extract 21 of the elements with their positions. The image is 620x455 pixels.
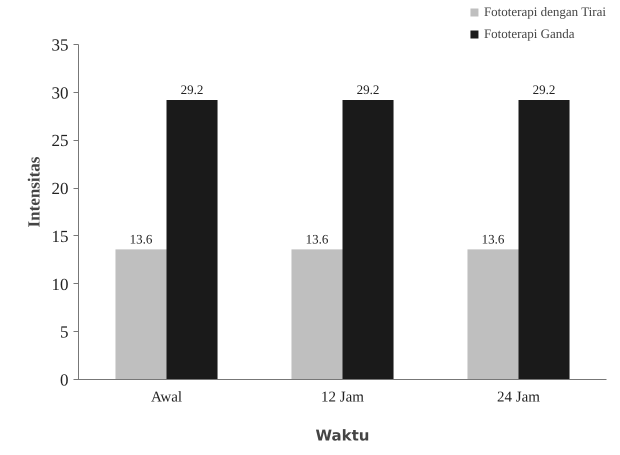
y-tick-label: 5 bbox=[60, 322, 68, 342]
y-tick-label: 20 bbox=[52, 179, 68, 198]
y-tick-label: 30 bbox=[52, 83, 68, 102]
data-label: 13.6 bbox=[482, 231, 505, 246]
y-axis-title: Intensitas bbox=[24, 156, 44, 228]
data-label: 29.2 bbox=[356, 82, 380, 98]
data-label: 13.6 bbox=[130, 231, 153, 246]
data-label: 29.2 bbox=[532, 82, 556, 98]
legend-label: Fototerapi dengan Tirai bbox=[484, 4, 606, 20]
y-tick-label: 10 bbox=[52, 274, 68, 294]
y-tick-label: 35 bbox=[52, 36, 68, 54]
data-label: 29.2 bbox=[180, 82, 204, 98]
y-tick-label: 0 bbox=[60, 370, 68, 390]
x-tick-label: 12 Jam bbox=[321, 390, 364, 406]
y-tick-label: 25 bbox=[52, 131, 68, 150]
x-axis-title: Waktu bbox=[316, 426, 370, 444]
data-label: 13.6 bbox=[306, 231, 329, 246]
x-tick-label: Awal bbox=[150, 390, 182, 406]
y-tick-label: 15 bbox=[52, 226, 68, 246]
x-tick-label: 24 Jam bbox=[497, 390, 540, 406]
legend-label: Fototerapi Ganda bbox=[484, 26, 575, 42]
